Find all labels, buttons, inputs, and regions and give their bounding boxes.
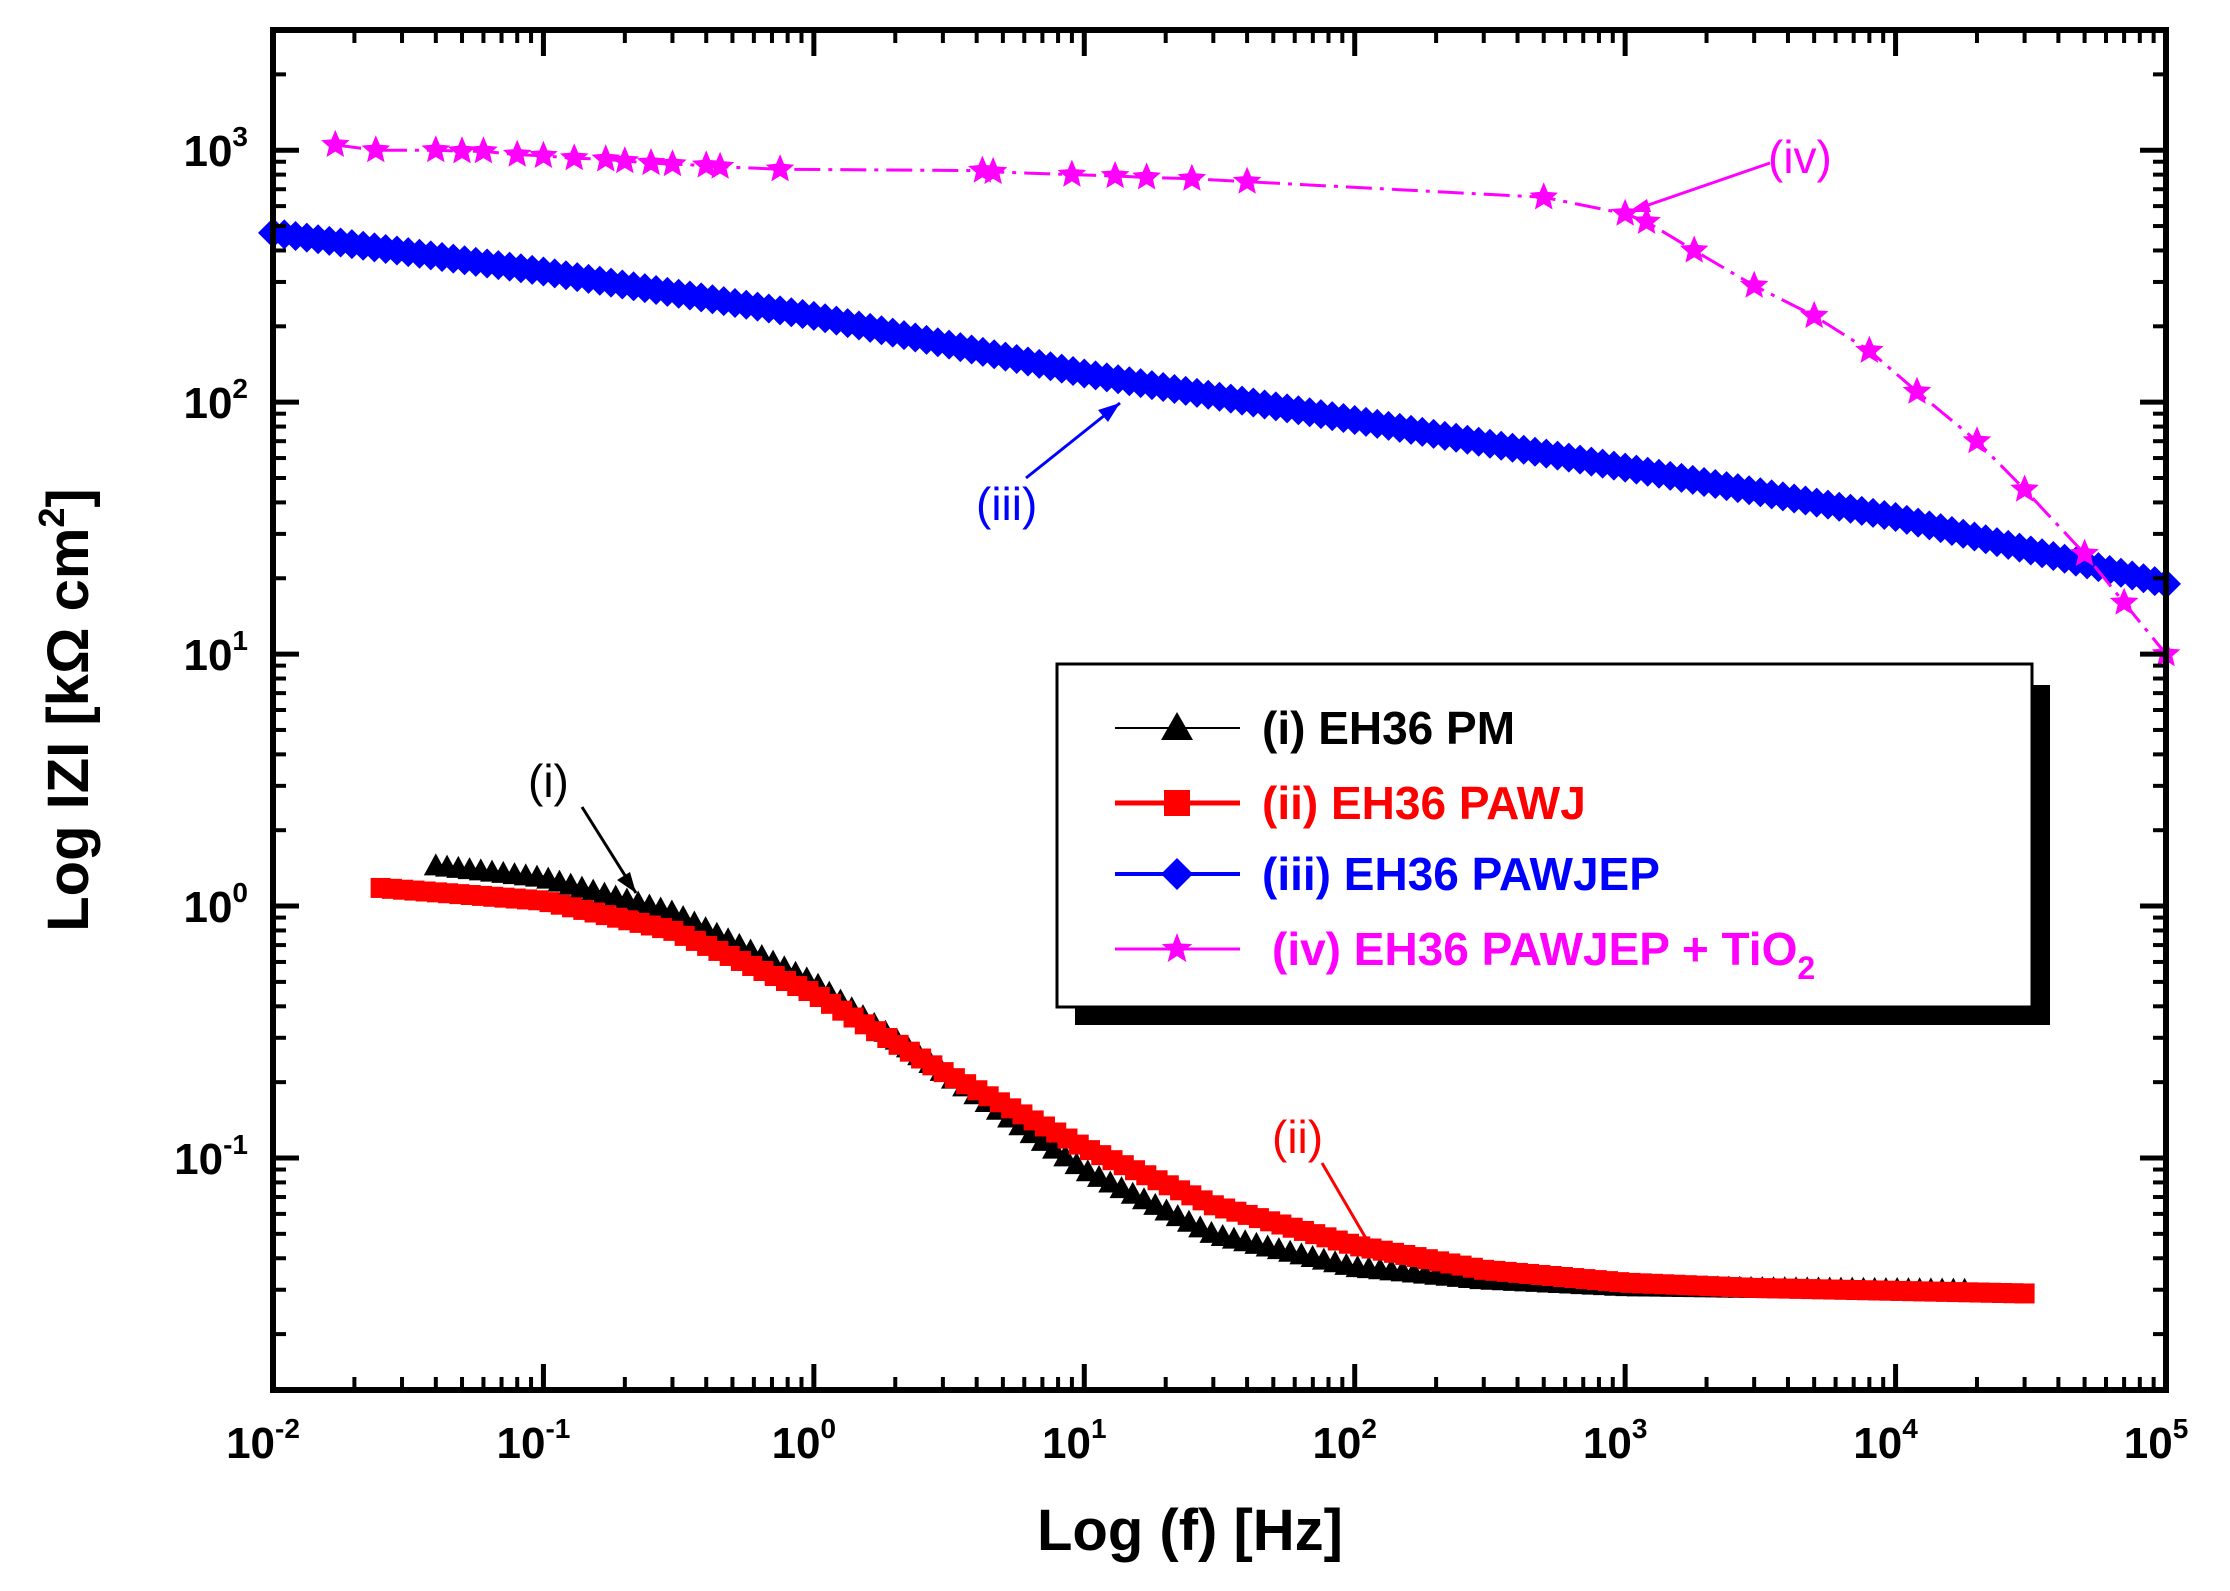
- data-point: [321, 129, 350, 157]
- y-tick-label: 101: [183, 625, 248, 680]
- ticks-layer: [270, 28, 2169, 1390]
- data-point: [421, 135, 451, 163]
- data-point: [1799, 300, 1829, 328]
- data-point: [2010, 474, 2039, 502]
- data-point: [1057, 159, 1087, 187]
- series-4: [321, 129, 2181, 667]
- y-axis-title-close: ]: [36, 488, 101, 507]
- legend-label-pawjep-tio2: (iv) EH36 PAWJEP + TiO2: [1272, 923, 1815, 986]
- y-axis-title: Log IZI [kΩ cm2]: [31, 488, 101, 932]
- legend-label-pm: (i) EH36 PM: [1262, 702, 1515, 754]
- data-point: [765, 154, 795, 182]
- y-tick-label: 10-1: [174, 1129, 248, 1184]
- data-point: [1019, 1121, 1044, 1144]
- x-tick-label: 102: [1312, 1413, 1377, 1468]
- legend-label-pawj: (ii) EH36 PAWJ: [1262, 777, 1586, 829]
- x-tick-label: 10-1: [496, 1413, 570, 1468]
- data-point: [361, 135, 391, 163]
- legend-entry-pm: (i) EH36 PM: [1115, 702, 1515, 754]
- y-axis-title-sup: 2: [31, 508, 72, 528]
- annotation-ii-arrowhead: [1360, 1238, 1378, 1259]
- data-point: [1064, 1152, 1089, 1175]
- data-point: [591, 144, 620, 172]
- data-point: [529, 140, 558, 168]
- data-point: [1529, 182, 1558, 210]
- legend-entry-pawjep-tio2: (iv) EH36 PAWJEP + TiO2: [1115, 923, 1815, 986]
- series-3: [258, 217, 2181, 599]
- legend-marker-star: [1161, 933, 1193, 963]
- data-point: [1053, 1144, 1078, 1167]
- annotation-iv: (iv): [1768, 131, 1832, 183]
- data-point: [1610, 198, 1640, 226]
- legend-marker-diamond: [1161, 858, 1193, 890]
- y-tick-label: 102: [183, 373, 248, 428]
- x-tick-label: 103: [1583, 1413, 1648, 1468]
- data-point: [1042, 1136, 1067, 1159]
- annotation-iv-arrow: [1627, 161, 1771, 214]
- annotation-i: (i): [528, 755, 569, 807]
- annotation-ii: (ii): [1272, 1111, 1323, 1163]
- annotation-iv-arrowhead: [1628, 199, 1651, 212]
- series-layer: [258, 129, 2181, 1304]
- legend-label-pawjep: (iii) EH36 PAWJEP: [1262, 848, 1660, 900]
- series-2: [370, 877, 2035, 1304]
- data-point: [1855, 335, 1884, 363]
- data-point: [658, 149, 687, 177]
- data-point: [1232, 166, 1262, 194]
- y-tick-label: 100: [183, 877, 248, 932]
- data-point: [610, 146, 640, 174]
- annotations-layer: (i) (ii) (iii) (iv): [528, 131, 1832, 1260]
- data-point: [469, 136, 498, 164]
- data-point: [2014, 1283, 2035, 1304]
- x-tick-label: 100: [772, 1413, 837, 1468]
- data-point: [1962, 426, 1992, 454]
- annotation-i-arrowhead: [617, 872, 636, 893]
- x-tick-label: 105: [2124, 1413, 2189, 1468]
- data-point: [1902, 376, 1932, 404]
- annotation-iii-arrowhead: [1098, 403, 1120, 422]
- x-axis-title: Log (f) [Hz]: [1037, 1498, 1343, 1563]
- data-point: [2070, 538, 2099, 566]
- labels-layer: 10-2 10-1 100 101 102 103 104 105 10-1 100 101 102 1…: [174, 121, 2188, 1468]
- data-point: [978, 156, 1008, 185]
- legend-entry-pawj: (ii) EH36 PAWJ: [1115, 777, 1586, 829]
- data-point: [1679, 235, 1709, 263]
- x-tick-label: 101: [1042, 1413, 1107, 1468]
- data-point: [636, 148, 666, 176]
- legend-label-tio2-main: (iv) EH36 PAWJEP + TiO: [1272, 923, 1797, 975]
- legend-entry-pawjep: (iii) EH36 PAWJEP: [1115, 848, 1660, 900]
- data-point: [1632, 206, 1661, 234]
- legend-label-tio2-sub: 2: [1797, 950, 1815, 986]
- data-point: [705, 151, 735, 179]
- data-point: [1177, 163, 1207, 191]
- x-tick-label: 104: [1853, 1413, 1918, 1468]
- legend: (i) EH36 PM (ii) EH36 PAWJ (iii) EH36 PA…: [1055, 662, 2050, 1025]
- y-tick-label: 103: [183, 121, 248, 176]
- data-point: [503, 139, 532, 167]
- data-point: [1739, 270, 1769, 298]
- annotation-iii: (iii): [976, 478, 1037, 530]
- data-point: [1030, 1128, 1055, 1151]
- data-point: [1132, 162, 1161, 190]
- data-point: [1100, 161, 1130, 189]
- legend-marker-square: [1164, 790, 1190, 816]
- data-point: [560, 143, 589, 171]
- x-tick-label: 10-2: [226, 1413, 300, 1468]
- legend-marker-triangle: [1161, 712, 1193, 740]
- data-point: [2109, 587, 2139, 615]
- data-point: [447, 136, 477, 164]
- y-axis-title-main: Log IZI [kΩ cm: [36, 528, 101, 932]
